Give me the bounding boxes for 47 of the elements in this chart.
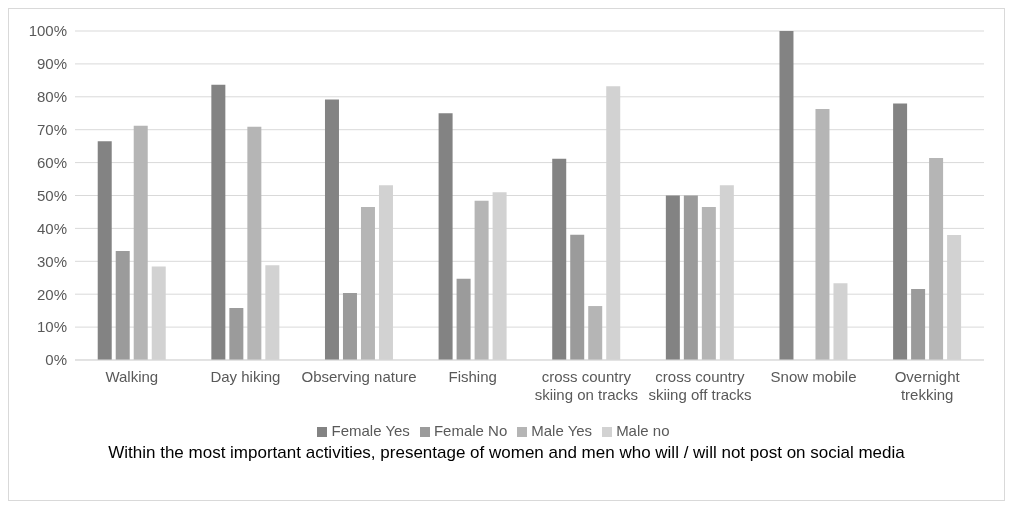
text: Within the most important activities, presentage of women and men who will / will not post on social media <box>107 443 906 463</box>
bar <box>456 278 471 360</box>
x-tick-label: cross country skiing off tracks <box>648 368 752 403</box>
bar <box>815 108 830 360</box>
legend-label: Female No <box>433 422 508 439</box>
x-tick-label: Walking <box>105 368 159 385</box>
bar <box>247 126 262 360</box>
bar <box>570 234 585 360</box>
y-tick-label: 100% <box>28 22 67 40</box>
y-tick-label: 20% <box>36 285 67 303</box>
y-tick-label: 10% <box>36 318 67 336</box>
bar <box>115 251 130 360</box>
bar <box>779 31 794 360</box>
bar <box>474 200 489 360</box>
bar <box>360 207 375 360</box>
y-tick-label: 0% <box>45 351 67 369</box>
bar <box>438 113 453 360</box>
x-tick-label: Day hiking <box>210 368 281 385</box>
x-tick-label: Snow mobile <box>770 368 857 385</box>
bar <box>552 158 567 360</box>
y-tick-label: 30% <box>36 252 67 270</box>
x-tick-label: cross country skiing on tracks <box>534 368 638 403</box>
legend-label: Male Yes <box>531 422 593 439</box>
legend-label: Male no <box>616 422 670 439</box>
x-tick-label: Fishing <box>448 368 497 385</box>
bar <box>893 103 908 360</box>
y-tick-label: 70% <box>36 121 67 139</box>
bar <box>97 141 112 360</box>
x-tick-label: Overnight trekking <box>894 368 961 403</box>
bar <box>665 195 680 360</box>
bar <box>588 306 603 360</box>
bar <box>324 99 339 360</box>
bar <box>683 195 698 360</box>
y-tick-label: 40% <box>36 219 67 237</box>
legend-label: Female Yes <box>331 422 410 439</box>
bar <box>342 292 357 360</box>
bar <box>929 157 944 360</box>
bar <box>133 125 148 360</box>
y-tick-label: 80% <box>36 88 67 106</box>
bar <box>911 288 926 360</box>
x-tick-label: Observing nature <box>301 368 417 385</box>
y-tick-label: 90% <box>36 55 67 73</box>
bar <box>701 207 716 360</box>
y-tick-label: 60% <box>36 153 67 171</box>
bar <box>229 308 244 360</box>
y-tick-label: 50% <box>36 186 67 204</box>
bar <box>211 84 226 360</box>
